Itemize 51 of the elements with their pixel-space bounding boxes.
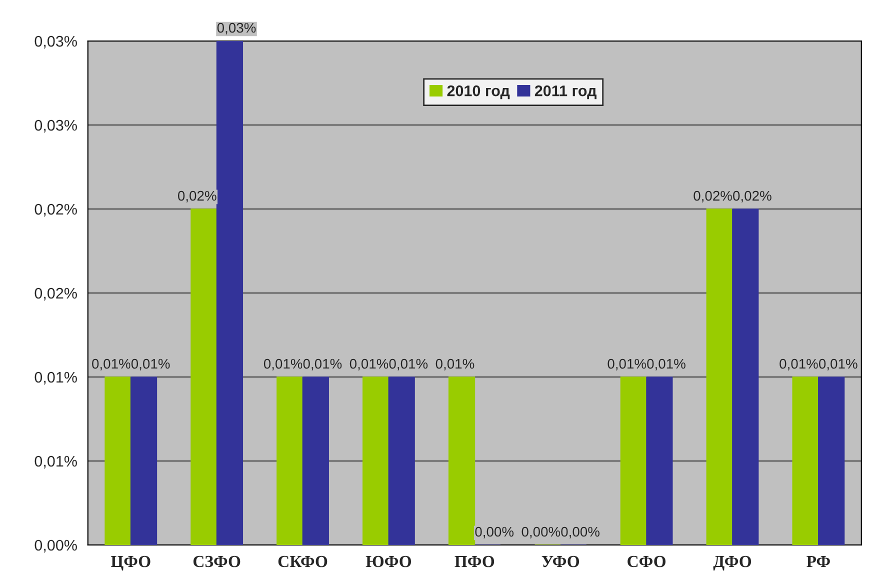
- bar: [130, 376, 158, 545]
- data-label: 0,01%: [780, 358, 818, 370]
- bar: [706, 208, 733, 545]
- data-label: 0,01%: [131, 358, 170, 370]
- y-tick-label: 0,01%: [34, 372, 77, 384]
- bar: [448, 376, 476, 545]
- bar: [216, 41, 244, 545]
- data-label: 0,01%: [350, 358, 388, 370]
- legend-label: 2010 год: [447, 85, 510, 100]
- y-tick-label: 0,00%: [34, 540, 77, 552]
- data-label: 0,01%: [303, 358, 342, 370]
- x-tick-label: ПФО: [454, 556, 494, 568]
- bar: [732, 208, 759, 545]
- y-tick-label: 0,01%: [34, 456, 77, 468]
- y-tick-label: 0,02%: [34, 204, 77, 216]
- data-label: 0,02%: [733, 190, 772, 202]
- x-tick-label: ЦФО: [110, 556, 150, 571]
- bar: [276, 376, 304, 545]
- data-label: 0,01%: [647, 358, 686, 370]
- bar: [190, 208, 218, 545]
- data-label: 0,03%: [217, 22, 256, 34]
- bar: [792, 376, 819, 545]
- y-tick-label: 0,02%: [34, 288, 77, 300]
- data-label: 0,01%: [264, 358, 302, 370]
- x-tick-label: СЗФО: [193, 556, 240, 568]
- y-tick-label: 0,03%: [34, 120, 77, 133]
- bar: [646, 376, 673, 545]
- x-tick-label: ЮФО: [366, 556, 412, 568]
- y-tick-label: 0,03%: [34, 36, 77, 49]
- legend-label: 2011 год: [534, 85, 596, 100]
- x-tick-label: СКФО: [278, 556, 328, 568]
- data-label: 0,00%: [522, 526, 560, 538]
- x-tick-label: ДФО: [713, 556, 752, 571]
- data-label: 0,00%: [561, 526, 600, 538]
- data-label: 0,01%: [92, 358, 130, 370]
- data-label: 0,02%: [178, 190, 216, 202]
- x-tick-label: СФО: [628, 556, 666, 568]
- bar: [818, 376, 845, 545]
- data-label: 0,01%: [436, 358, 474, 370]
- data-label: 0,01%: [389, 358, 428, 370]
- data-label: 0,00%: [475, 526, 514, 538]
- data-label: 0,02%: [694, 190, 732, 202]
- bar: [388, 376, 415, 545]
- data-label: 0,01%: [608, 358, 646, 370]
- bar: [302, 376, 329, 545]
- bar: [620, 376, 647, 545]
- x-tick-label: РФ: [806, 556, 830, 567]
- bar: [104, 376, 132, 545]
- bar: [362, 376, 390, 545]
- data-label: 0,01%: [818, 358, 858, 370]
- x-tick-label: УФО: [542, 556, 580, 568]
